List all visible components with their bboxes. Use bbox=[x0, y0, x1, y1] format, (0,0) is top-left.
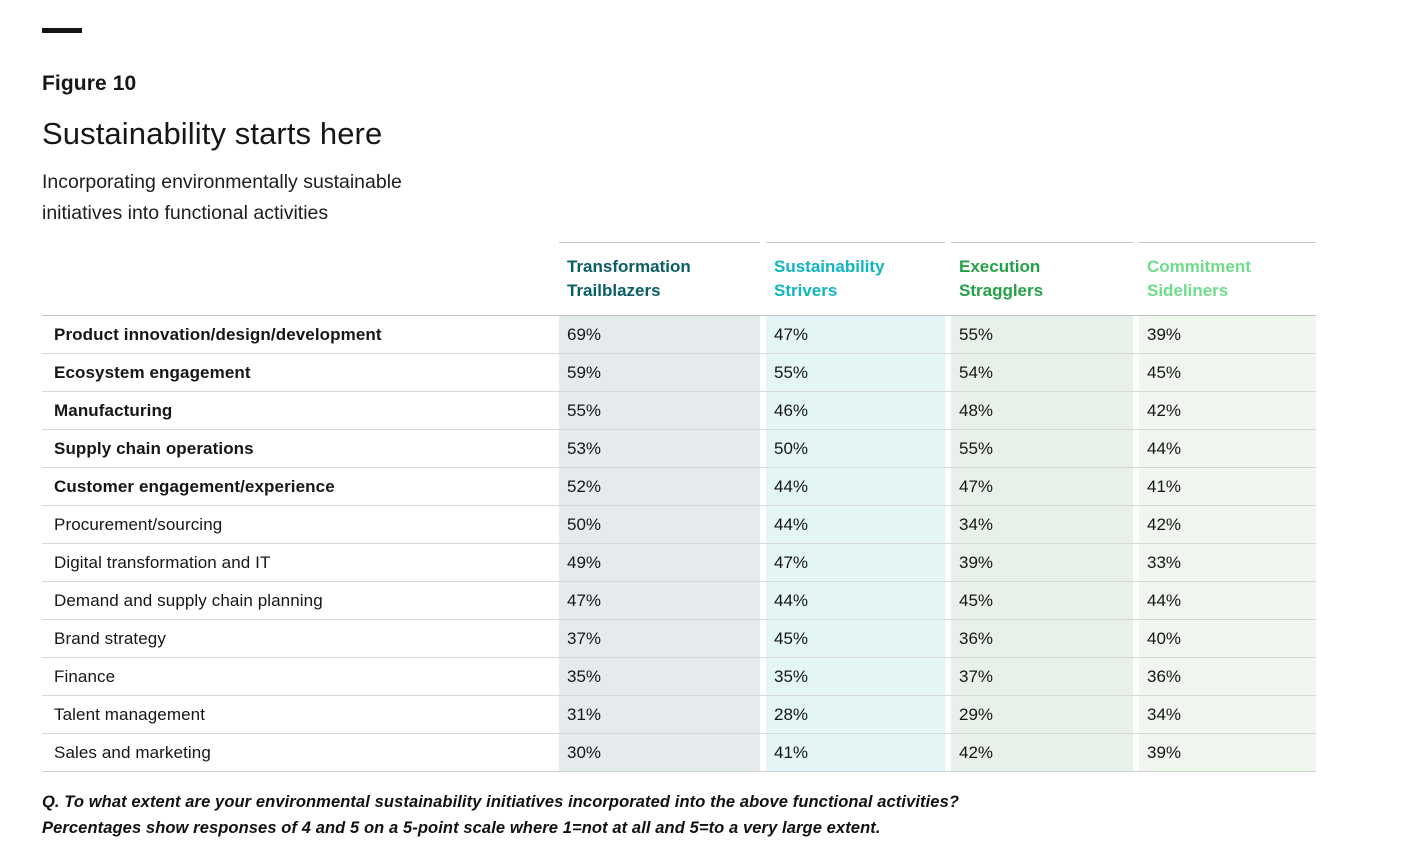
row-label: Talent management bbox=[54, 704, 206, 724]
value-cell: 40% bbox=[1133, 620, 1316, 657]
value-cell: 44% bbox=[760, 582, 945, 619]
value-cell: 47% bbox=[553, 582, 760, 619]
column-header: Execution Stragglers bbox=[945, 242, 1133, 315]
row-label: Customer engagement/experience bbox=[54, 476, 335, 496]
table-header-row: Transformation Trailblazers Sustainabilit… bbox=[42, 242, 1316, 315]
value-cell: 36% bbox=[1133, 658, 1316, 695]
value-cell: 39% bbox=[1133, 316, 1316, 353]
value-cell: 55% bbox=[945, 316, 1133, 353]
value-cell: 69% bbox=[553, 316, 760, 353]
value-cell: 47% bbox=[760, 316, 945, 353]
footnote-line-2: Percentages show responses of 4 and 5 on… bbox=[42, 819, 881, 837]
table-row: Product innovation/design/development 69… bbox=[42, 315, 1316, 353]
page-title: Sustainability starts here bbox=[42, 116, 383, 151]
table-row: Finance 35% 35% 37% 36% bbox=[42, 657, 1316, 695]
row-label: Digital transformation and IT bbox=[54, 552, 271, 572]
value-cell: 54% bbox=[945, 354, 1133, 391]
subtitle-line-2: initiatives into functional activities bbox=[42, 202, 329, 224]
value-cell: 59% bbox=[553, 354, 760, 391]
table-row: Talent management 31% 28% 29% 34% bbox=[42, 695, 1316, 733]
value-cell: 52% bbox=[553, 468, 760, 505]
value-cell: 36% bbox=[945, 620, 1133, 657]
row-label: Brand strategy bbox=[54, 628, 166, 648]
table-row: Brand strategy 37% 45% 36% 40% bbox=[42, 619, 1316, 657]
table-row: Digital transformation and IT 49% 47% 39% 3… bbox=[42, 543, 1316, 581]
value-cell: 44% bbox=[1133, 582, 1316, 619]
column-header: Sustainability Strivers bbox=[760, 242, 945, 315]
row-label: Ecosystem engagement bbox=[54, 362, 251, 382]
value-cell: 35% bbox=[760, 658, 945, 695]
value-cell: 34% bbox=[945, 506, 1133, 543]
value-cell: 37% bbox=[553, 620, 760, 657]
value-cell: 35% bbox=[553, 658, 760, 695]
table-row: Ecosystem engagement 59% 55% 54% 45% bbox=[42, 353, 1316, 391]
value-cell: 39% bbox=[945, 544, 1133, 581]
value-cell: 45% bbox=[760, 620, 945, 657]
section-dash-rule bbox=[42, 28, 82, 33]
value-cell: 50% bbox=[760, 430, 945, 467]
table-row: Customer engagement/experience 52% 44% 47%… bbox=[42, 467, 1316, 505]
footnote-line-1: Q. To what extent are your environmental… bbox=[42, 793, 960, 811]
value-cell: 34% bbox=[1133, 696, 1316, 733]
value-cell: 53% bbox=[553, 430, 760, 467]
table-row: Supply chain operations 53% 50% 55% 44% bbox=[42, 429, 1316, 467]
table-row: Manufacturing 55% 46% 48% 42% bbox=[42, 391, 1316, 429]
value-cell: 28% bbox=[760, 696, 945, 733]
value-cell: 44% bbox=[760, 468, 945, 505]
figure-content: Figure 10 Sustainability starts here Inc… bbox=[42, 28, 1316, 841]
figure-subtitle: Incorporating environmentally sustainabl… bbox=[42, 167, 1316, 229]
footnote: Q. To what extent are your environmental… bbox=[42, 789, 1316, 841]
row-label: Sales and marketing bbox=[54, 742, 211, 762]
row-label: Demand and supply chain planning bbox=[54, 590, 323, 610]
column-header: Transformation Trailblazers bbox=[553, 242, 760, 315]
value-cell: 31% bbox=[553, 696, 760, 733]
value-cell: 41% bbox=[760, 734, 945, 771]
value-cell: 47% bbox=[760, 544, 945, 581]
value-cell: 37% bbox=[945, 658, 1133, 695]
table-body: Product innovation/design/development 69… bbox=[42, 315, 1316, 772]
table-row: Procurement/sourcing 50% 44% 34% 42% bbox=[42, 505, 1316, 543]
value-cell: 42% bbox=[1133, 506, 1316, 543]
row-label: Manufacturing bbox=[54, 400, 173, 420]
data-table: Transformation Trailblazers Sustainabilit… bbox=[42, 242, 1316, 772]
value-cell: 45% bbox=[1133, 354, 1316, 391]
value-cell: 55% bbox=[760, 354, 945, 391]
value-cell: 55% bbox=[553, 392, 760, 429]
subtitle-line-1: Incorporating environmentally sustainabl… bbox=[42, 171, 402, 193]
figure-label: Figure 10 bbox=[42, 72, 137, 95]
value-cell: 29% bbox=[945, 696, 1133, 733]
value-cell: 41% bbox=[1133, 468, 1316, 505]
value-cell: 33% bbox=[1133, 544, 1316, 581]
value-cell: 44% bbox=[760, 506, 945, 543]
value-cell: 44% bbox=[1133, 430, 1316, 467]
value-cell: 47% bbox=[945, 468, 1133, 505]
value-cell: 50% bbox=[553, 506, 760, 543]
value-cell: 30% bbox=[553, 734, 760, 771]
value-cell: 49% bbox=[553, 544, 760, 581]
row-label: Finance bbox=[54, 666, 116, 686]
value-cell: 42% bbox=[945, 734, 1133, 771]
table-row: Demand and supply chain planning 47% 44% 4… bbox=[42, 581, 1316, 619]
value-cell: 45% bbox=[945, 582, 1133, 619]
row-label: Procurement/sourcing bbox=[54, 514, 223, 534]
column-header: Commitment Sideliners bbox=[1133, 242, 1316, 315]
value-cell: 42% bbox=[1133, 392, 1316, 429]
value-cell: 46% bbox=[760, 392, 945, 429]
value-cell: 48% bbox=[945, 392, 1133, 429]
value-cell: 55% bbox=[945, 430, 1133, 467]
row-label: Supply chain operations bbox=[54, 438, 254, 458]
header-spacer-cell bbox=[42, 242, 553, 315]
row-label: Product innovation/design/development bbox=[54, 324, 382, 344]
table-row: Sales and marketing 30% 41% 42% 39% bbox=[42, 733, 1316, 771]
value-cell: 39% bbox=[1133, 734, 1316, 771]
